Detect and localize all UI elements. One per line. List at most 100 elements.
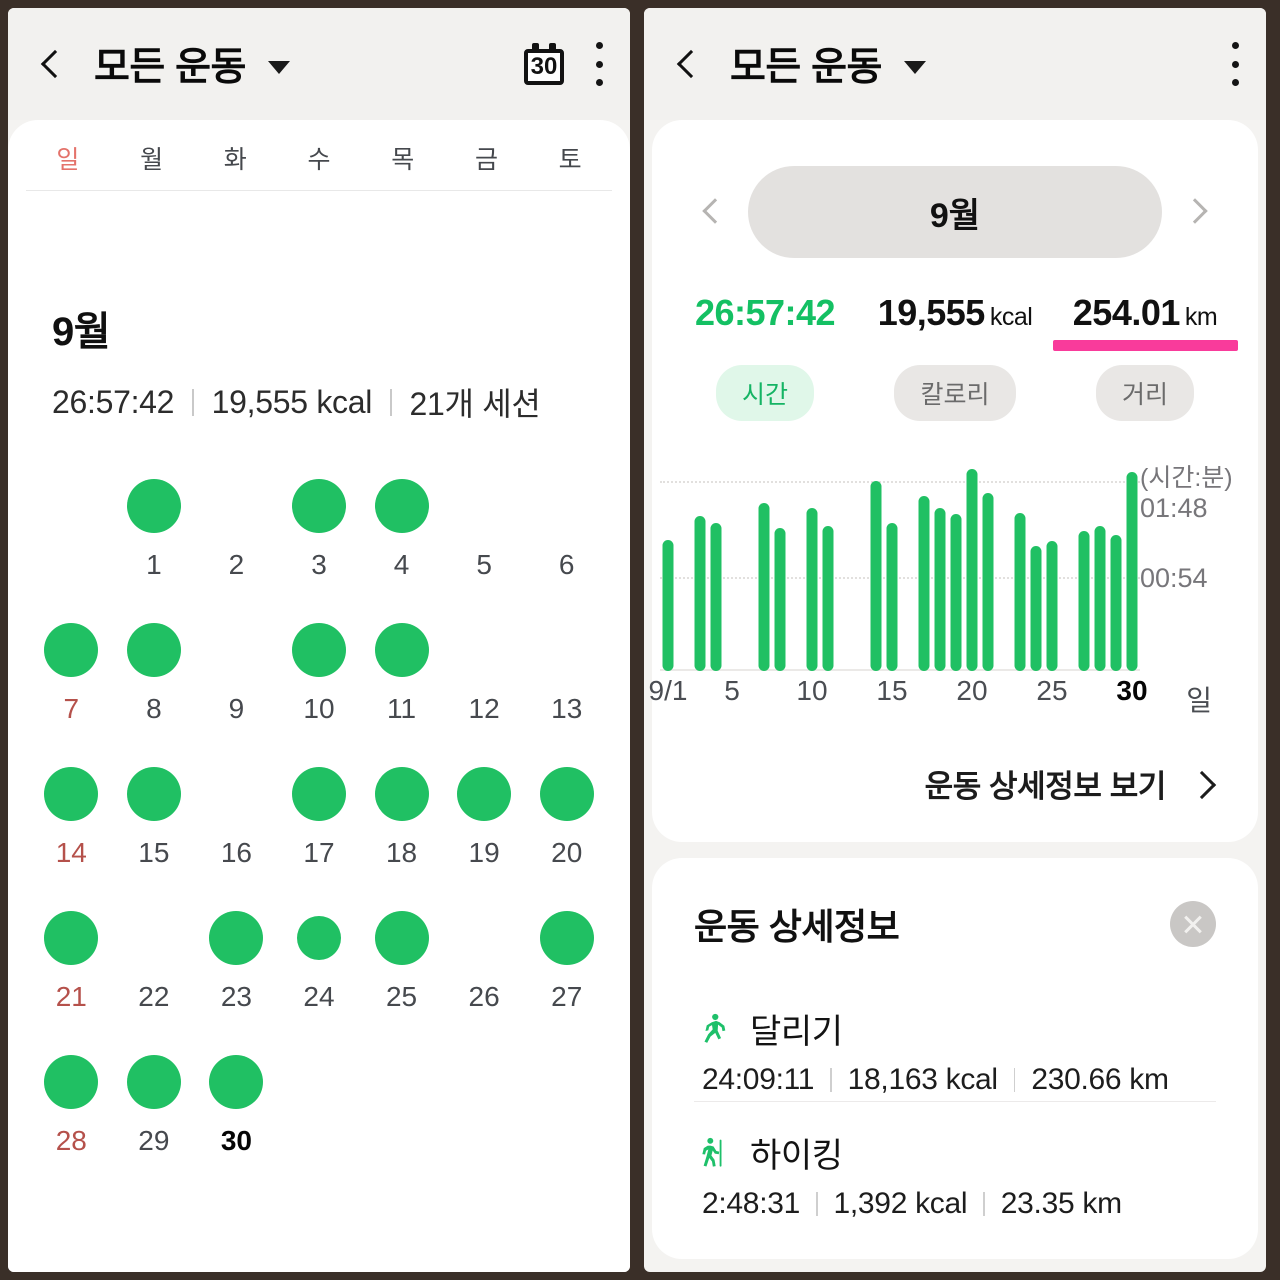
gridline-lower (660, 577, 1140, 579)
chart-bar[interactable] (1094, 526, 1106, 671)
calendar-day-cell[interactable]: 14 (30, 767, 113, 869)
chart-bar[interactable] (1078, 531, 1090, 671)
calendar-day-cell[interactable]: 28 (30, 1055, 113, 1157)
chart-bar[interactable] (934, 507, 946, 671)
chart-bar[interactable] (662, 539, 674, 671)
calendar-day-cell[interactable]: 1 (113, 479, 196, 581)
x-axis-tick: 9/1 (648, 675, 688, 706)
calendar-day-number: 18 (385, 837, 418, 868)
chart-bar[interactable] (806, 507, 818, 671)
calendar-day-cell[interactable]: 30 (195, 1055, 278, 1157)
kebab-dot (1231, 42, 1239, 49)
metric-tag[interactable]: 시간 (715, 365, 814, 421)
chart-bar[interactable] (1030, 546, 1042, 671)
calendar-day-number: 7 (63, 693, 80, 724)
back-chevron-icon[interactable] (670, 47, 704, 81)
chevron-right-icon[interactable] (1180, 195, 1214, 229)
y-tick-lower: 00:54 (1140, 563, 1208, 593)
kebab-menu-icon[interactable] (1230, 42, 1240, 86)
calendar-day-cell[interactable]: 20 (525, 767, 608, 869)
weekday-tab-2[interactable]: 화 (223, 146, 247, 174)
calendar-day-cell[interactable]: 2 (195, 479, 278, 581)
weekday-tab-6[interactable]: 토 (558, 146, 582, 174)
calendar-day-cell[interactable]: 27 (525, 911, 608, 1013)
calendar-day-number: 1 (146, 549, 162, 580)
weekday-tab-1[interactable]: 월 (140, 146, 164, 174)
exercise-distance: 230.66 km (1031, 1063, 1169, 1096)
calendar-day-cell[interactable]: 25 (360, 911, 443, 1013)
calendar-day-number: 6 (558, 549, 575, 580)
calendar-day-cell[interactable]: 11 (360, 623, 443, 725)
metric-0[interactable]: 26:57:42 시간 (670, 292, 860, 421)
chart-bar[interactable] (1126, 472, 1138, 671)
metric-tag[interactable]: 칼로리 (894, 365, 1016, 421)
view-exercise-detail-link[interactable]: 운동 상세정보 보기 (652, 719, 1258, 816)
calendar-day-cell[interactable]: 13 (525, 623, 608, 725)
chart-bar[interactable] (886, 522, 898, 671)
calendar-day-number: 8 (146, 693, 162, 724)
activity-dot-icon (539, 911, 594, 965)
calendar-icon[interactable]: 30 (522, 43, 566, 85)
chevron-down-icon[interactable] (267, 60, 290, 74)
calendar-day-cell[interactable]: 12 (443, 623, 526, 725)
chart-bar[interactable] (870, 480, 882, 671)
chevron-down-icon[interactable] (903, 60, 926, 74)
calendar-day-cell[interactable]: 18 (360, 767, 443, 869)
chart-bar[interactable] (966, 469, 978, 671)
metric-2[interactable]: 254.01 km 거리 (1050, 292, 1240, 421)
calendar-day-cell[interactable]: 26 (443, 911, 526, 1013)
calendar-day-cell[interactable]: 19 (443, 767, 526, 869)
activity-dot-empty (457, 479, 511, 533)
calendar-day-cell[interactable]: 5 (443, 479, 526, 581)
metric-1[interactable]: 19,555 kcal 칼로리 (860, 292, 1050, 421)
calendar-day-cell[interactable]: 4 (360, 479, 443, 581)
weekday-tab-3[interactable]: 수 (307, 146, 331, 174)
chart-bar[interactable] (918, 495, 930, 671)
chevron-left-icon[interactable] (696, 195, 730, 229)
exercise-row[interactable]: 달리기 24:09:11 18,163 kcal 230.66 km (694, 978, 1216, 1101)
stat-divider (830, 1068, 832, 1092)
calendar-day-cell[interactable]: 8 (113, 623, 196, 725)
chart-bar[interactable] (774, 527, 786, 671)
calendar-day-cell[interactable]: 6 (525, 479, 608, 581)
weekday-tab-5[interactable]: 금 (474, 146, 498, 174)
chart-bar[interactable] (982, 492, 994, 671)
exercise-distance: 23.35 km (1000, 1187, 1122, 1220)
calendar-icon-day: 30 (530, 53, 558, 80)
calendar-day-number: 22 (138, 981, 170, 1012)
weekday-tab-4[interactable]: 목 (391, 146, 415, 174)
metric-tag[interactable]: 거리 (1095, 365, 1194, 421)
month-pill[interactable]: 9월 (748, 166, 1162, 258)
calendar-day-cell[interactable]: 9 (195, 623, 278, 725)
calendar-day-cell[interactable]: 29 (113, 1055, 196, 1157)
calendar-day-number: 17 (303, 837, 335, 868)
activity-dot-empty (540, 479, 594, 533)
calendar-day-cell[interactable]: 21 (30, 911, 113, 1013)
close-circle-icon[interactable] (1170, 901, 1216, 947)
back-chevron-icon[interactable] (34, 47, 68, 81)
weekday-tab-0[interactable]: 일 (56, 146, 80, 174)
calendar-day-cell[interactable]: 16 (195, 767, 278, 869)
calendar-day-cell[interactable]: 10 (278, 623, 361, 725)
calendar-day-cell[interactable]: 17 (278, 767, 361, 869)
calendar-day-cell[interactable]: 3 (278, 479, 361, 581)
calendar-day-cell[interactable]: 24 (278, 911, 361, 1013)
chart-bar[interactable] (694, 516, 706, 671)
exercise-calories: 18,163 kcal (847, 1063, 998, 1096)
chart-bar[interactable] (1014, 512, 1026, 671)
chart-bar[interactable] (1046, 541, 1058, 671)
chart-bar[interactable] (1110, 534, 1122, 671)
chart-bar[interactable] (822, 526, 834, 671)
chart-bar[interactable] (758, 502, 770, 671)
right-app-bar: 모든 운동 (644, 8, 1266, 120)
kebab-menu-icon[interactable] (594, 42, 604, 86)
exercise-row[interactable]: 하이킹 2:48:31 1,392 kcal 23.35 km (694, 1101, 1216, 1225)
chart-bar[interactable] (950, 514, 962, 671)
calendar-blank-cell (30, 479, 113, 581)
calendar-day-cell[interactable]: 15 (113, 767, 196, 869)
calendar-day-cell[interactable]: 23 (195, 911, 278, 1013)
calendar-day-cell[interactable]: 22 (113, 911, 196, 1013)
calendar-day-cell[interactable]: 7 (30, 623, 113, 725)
chart-bar[interactable] (710, 522, 722, 671)
activity-dot-icon (126, 1055, 181, 1109)
